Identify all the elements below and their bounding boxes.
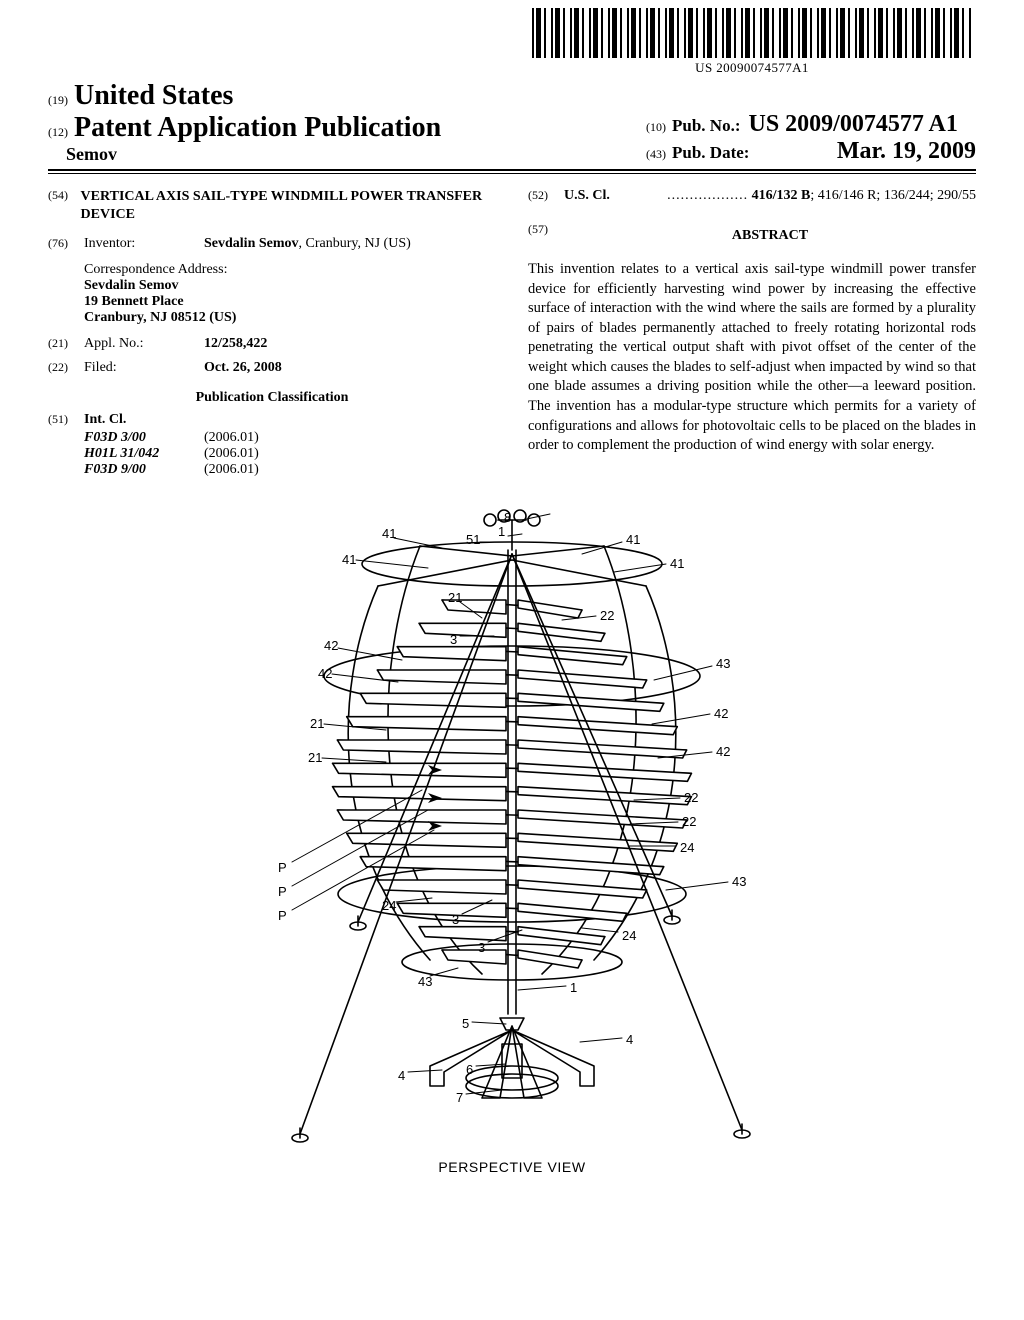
- filed-label: Filed:: [84, 360, 204, 376]
- filed-date: Oct. 26, 2008: [204, 360, 496, 376]
- svg-text:41: 41: [382, 526, 396, 541]
- applno: 12/258,422: [204, 336, 496, 352]
- rule-thick: [48, 169, 976, 171]
- svg-text:3: 3: [478, 940, 485, 955]
- svg-text:1: 1: [498, 524, 505, 539]
- code-21: (21): [48, 336, 84, 352]
- figure-caption: PERSPECTIVE VIEW: [48, 1159, 976, 1175]
- uscl-dots: ..................: [667, 188, 748, 203]
- svg-text:43: 43: [732, 874, 746, 889]
- pubno: US 2009/0074577 A1: [748, 111, 957, 138]
- svg-text:3: 3: [452, 912, 459, 927]
- pubdate: Mar. 19, 2009: [837, 138, 976, 165]
- intcl-row: F03D 9/00(2006.01): [84, 462, 496, 478]
- svg-text:24: 24: [622, 928, 636, 943]
- svg-text:P: P: [278, 860, 287, 875]
- corr-label: Correspondence Address:: [84, 262, 496, 278]
- code-10: (10): [646, 120, 666, 135]
- svg-text:22: 22: [682, 814, 696, 829]
- corr-name: Sevdalin Semov: [84, 278, 496, 294]
- svg-text:4: 4: [626, 1032, 633, 1047]
- inventor-surname: Semov: [66, 144, 117, 165]
- code-19: (19): [48, 93, 68, 108]
- svg-text:22: 22: [684, 790, 698, 805]
- barcode-block: US 20090074577A1: [532, 8, 972, 76]
- code-57: (57): [528, 222, 564, 252]
- svg-text:4: 4: [398, 1068, 405, 1083]
- svg-text:42: 42: [714, 706, 728, 721]
- svg-text:41: 41: [670, 556, 684, 571]
- corr-city: Cranbury, NJ 08512 (US): [84, 310, 496, 326]
- svg-text:7: 7: [456, 1090, 463, 1105]
- country: United States: [74, 80, 233, 112]
- barcode-icon: [532, 8, 972, 58]
- masthead: (19) United States (12) Patent Applicati…: [48, 80, 976, 165]
- svg-text:P: P: [278, 884, 287, 899]
- svg-text:24: 24: [382, 898, 396, 913]
- intcl-row: H01L 31/042(2006.01): [84, 446, 496, 462]
- spacer: [48, 149, 60, 164]
- inventor-loc: , Cranbury, NJ (US): [299, 236, 411, 251]
- code-12: (12): [48, 125, 68, 140]
- uscl-rest: ; 416/146 R; 136/244; 290/55: [810, 188, 976, 203]
- svg-text:21: 21: [310, 716, 324, 731]
- svg-text:41: 41: [342, 552, 356, 567]
- svg-text:41: 41: [626, 532, 640, 547]
- intcl-row: F03D 3/00(2006.01): [84, 430, 496, 446]
- barcode-number: US 20090074577A1: [532, 60, 972, 76]
- svg-text:21: 21: [448, 590, 462, 605]
- svg-text:42: 42: [716, 744, 730, 759]
- svg-text:8: 8: [504, 510, 511, 525]
- code-43: (43): [646, 147, 666, 162]
- svg-text:51: 51: [466, 532, 480, 547]
- svg-text:6: 6: [466, 1062, 473, 1077]
- svg-text:24: 24: [680, 840, 694, 855]
- code-22: (22): [48, 360, 84, 376]
- svg-text:1: 1: [570, 980, 577, 995]
- intcl-list: F03D 3/00(2006.01) H01L 31/042(2006.01) …: [48, 430, 496, 478]
- windmill-figure: 8151414141412132242424342422121222224PPP…: [182, 490, 842, 1150]
- inventor-label: Inventor:: [84, 236, 204, 252]
- svg-text:42: 42: [324, 638, 338, 653]
- abstract-header: ABSTRACT: [564, 228, 976, 244]
- corr-street: 19 Bennett Place: [84, 294, 496, 310]
- svg-text:21: 21: [308, 750, 322, 765]
- doc-type: Patent Application Publication: [74, 112, 441, 144]
- biblio-right: (52) U.S. Cl. .................. 416/132…: [528, 188, 976, 478]
- uscl-main: 416/132 B: [752, 188, 811, 203]
- svg-text:22: 22: [600, 608, 614, 623]
- code-54: (54): [48, 188, 81, 224]
- invention-title: VERTICAL AXIS SAIL-TYPE WINDMILL POWER T…: [81, 188, 496, 224]
- code-76: (76): [48, 236, 84, 252]
- code-52: (52): [528, 188, 564, 204]
- svg-text:P: P: [278, 908, 287, 923]
- figure-block: 8151414141412132242424342422121222224PPP…: [48, 490, 976, 1175]
- intcl-label: Int. Cl.: [84, 412, 126, 428]
- svg-text:43: 43: [716, 656, 730, 671]
- pub-class-header: Publication Classification: [48, 390, 496, 406]
- pubno-label: Pub. No.:: [672, 116, 740, 136]
- svg-text:43: 43: [418, 974, 432, 989]
- abstract-text: This invention relates to a vertical axi…: [528, 260, 976, 456]
- svg-text:42: 42: [318, 666, 332, 681]
- code-51: (51): [48, 412, 84, 428]
- biblio-columns: (54) VERTICAL AXIS SAIL-TYPE WINDMILL PO…: [48, 188, 976, 478]
- svg-text:3: 3: [450, 632, 457, 647]
- biblio-left: (54) VERTICAL AXIS SAIL-TYPE WINDMILL PO…: [48, 188, 496, 478]
- inventor-name: Sevdalin Semov: [204, 236, 299, 251]
- pubdate-label: Pub. Date:: [672, 143, 749, 163]
- svg-text:5: 5: [462, 1016, 469, 1031]
- uscl-label: U.S. Cl.: [564, 188, 624, 204]
- rule-thin: [48, 173, 976, 174]
- applno-label: Appl. No.:: [84, 336, 204, 352]
- patent-page: US 20090074577A1 (19) United States (12)…: [0, 0, 1024, 1320]
